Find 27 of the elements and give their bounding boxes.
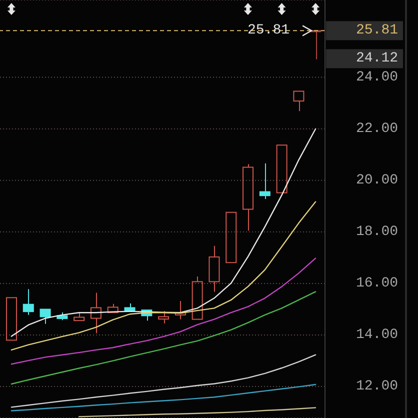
line-series	[10, 128, 316, 337]
candlestick	[22, 288, 34, 316]
y-tick-label: 20.00	[356, 172, 398, 188]
line-series	[10, 258, 316, 365]
candlestick	[259, 162, 270, 200]
text: 24.12	[356, 50, 398, 67]
candlestick	[242, 164, 254, 232]
candlestick	[208, 245, 220, 292]
line-series	[10, 384, 316, 412]
y-tick-label: 24.00	[356, 69, 398, 86]
candlestick	[90, 292, 102, 334]
line-series	[10, 201, 316, 351]
candlestick	[6, 297, 17, 341]
y-tick-label: 22.00	[356, 120, 398, 137]
line-series	[10, 354, 316, 408]
y-tick-label: 12.00	[356, 378, 398, 395]
candlestick	[293, 90, 304, 112]
line-series	[78, 407, 316, 418]
candlestick	[276, 144, 288, 194]
y-tick-label: 16.00	[356, 275, 398, 292]
candlestick	[226, 212, 237, 264]
y-tick-label: 18.00	[356, 224, 398, 240]
annotation: 25.81	[248, 22, 290, 39]
y-tick-label: 14.00	[356, 327, 398, 344]
ref-line-label: 25.81	[356, 22, 398, 39]
candlestick	[310, 30, 322, 60]
line-series	[10, 291, 316, 385]
